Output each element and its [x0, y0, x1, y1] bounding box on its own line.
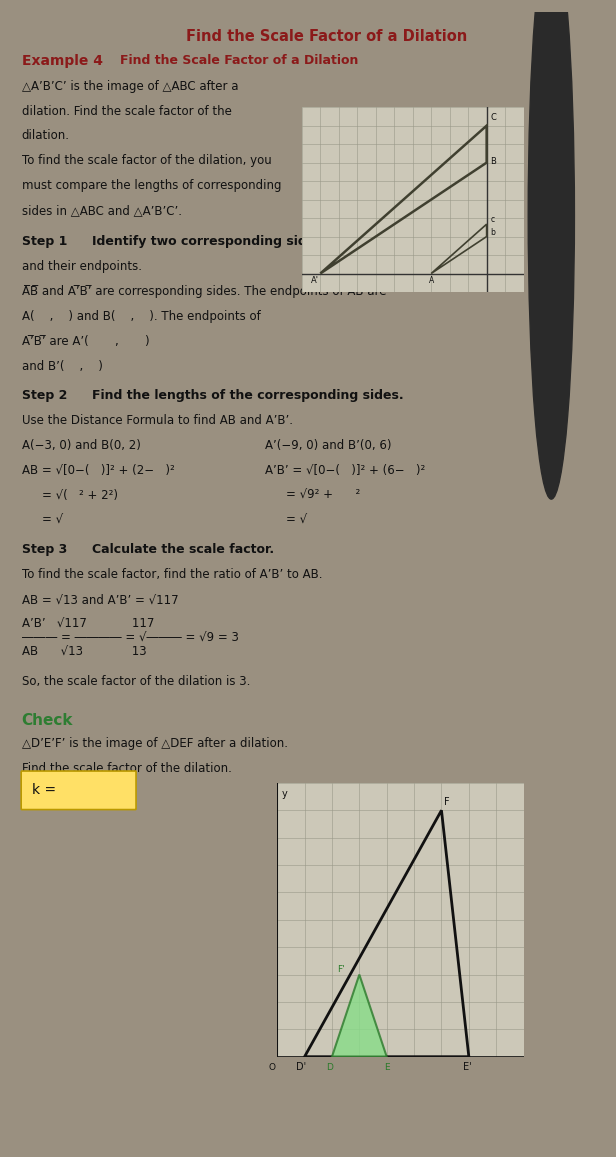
Text: Find the lengths of the corresponding sides.: Find the lengths of the corresponding si… [92, 389, 403, 403]
Text: Identify two corresponding sides: Identify two corresponding sides [92, 235, 322, 248]
Text: Find the Scale Factor of a Dilation: Find the Scale Factor of a Dilation [187, 29, 468, 44]
Text: E: E [384, 1063, 389, 1073]
Text: Step 3: Step 3 [22, 544, 67, 557]
Text: To find the scale factor of the dilation, you: To find the scale factor of the dilation… [22, 154, 272, 168]
Text: = √9² +      ²: = √9² + ² [286, 489, 360, 502]
Text: △D’E’F’ is the image of △DEF after a dilation.: △D’E’F’ is the image of △DEF after a dil… [22, 737, 288, 751]
Text: AB = √13 and A’B’ = √117: AB = √13 and A’B’ = √117 [22, 594, 178, 606]
Polygon shape [332, 974, 387, 1056]
Text: A(    ,    ) and B(    ,    ). The endpoints of: A( , ) and B( , ). The endpoints of [22, 310, 261, 323]
Text: AB      √13             13: AB √13 13 [22, 646, 147, 658]
Text: AB = √[0−(   )]² + (2−   )²: AB = √[0−( )]² + (2− )² [22, 464, 174, 477]
Text: must compare the lengths of corresponding: must compare the lengths of correspondin… [22, 179, 281, 192]
Circle shape [529, 0, 575, 499]
Text: Step 1: Step 1 [22, 235, 67, 248]
Text: D': D' [296, 1062, 307, 1073]
Text: and their endpoints.: and their endpoints. [22, 260, 142, 273]
Text: D: D [326, 1063, 333, 1073]
Text: Check: Check [22, 713, 73, 728]
Text: Calculate the scale factor.: Calculate the scale factor. [92, 544, 274, 557]
Text: b: b [490, 228, 495, 236]
Text: Example 4: Example 4 [22, 53, 103, 67]
Text: A: A [429, 275, 435, 285]
Text: and B’(    ,    ): and B’( , ) [22, 360, 102, 373]
Text: A’B’   √117            117: A’B’ √117 117 [22, 618, 154, 632]
Text: A’(−9, 0) and B’(0, 6): A’(−9, 0) and B’(0, 6) [265, 439, 391, 452]
Text: y: y [282, 789, 287, 798]
Text: = √: = √ [43, 514, 63, 526]
Text: c: c [490, 214, 495, 223]
Text: sides in △ABC and △A’B’C’.: sides in △ABC and △A’B’C’. [22, 205, 182, 218]
Text: dilation.: dilation. [22, 130, 70, 142]
Text: E': E' [463, 1062, 472, 1073]
Text: Find the Scale Factor of a Dilation: Find the Scale Factor of a Dilation [120, 53, 359, 66]
Text: F: F [444, 797, 450, 806]
Text: So, the scale factor of the dilation is 3.: So, the scale factor of the dilation is … [22, 675, 250, 688]
Text: ――― = ―――― = √――― = √9 = 3: ――― = ―――― = √――― = √9 = 3 [22, 632, 238, 644]
Text: A': A' [311, 275, 319, 285]
Text: O: O [269, 1063, 276, 1073]
Text: Step 2: Step 2 [22, 389, 67, 403]
Text: A’̅B’̅ are A’(       ,       ): A’̅B’̅ are A’( , ) [22, 334, 149, 348]
Text: C: C [490, 113, 496, 121]
Text: △A’B’C’ is the image of △ABC after a: △A’B’C’ is the image of △ABC after a [22, 80, 238, 93]
Text: Find the scale factor of the dilation.: Find the scale factor of the dilation. [22, 762, 232, 775]
Text: = √: = √ [286, 514, 307, 526]
Text: k =: k = [32, 783, 60, 797]
FancyBboxPatch shape [21, 771, 136, 810]
Text: To find the scale factor, find the ratio of A’B’ to AB.: To find the scale factor, find the ratio… [22, 568, 322, 581]
Text: A̅B̅ and A’̅B’̅ are corresponding sides. The endpoints of A̅B̅ are: A̅B̅ and A’̅B’̅ are corresponding sides.… [22, 285, 386, 297]
Text: A(−3, 0) and B(0, 2): A(−3, 0) and B(0, 2) [22, 439, 140, 452]
Text: F': F' [338, 965, 345, 974]
Text: B: B [490, 157, 496, 167]
Text: A’B’ = √[0−(   )]² + (6−   )²: A’B’ = √[0−( )]² + (6− )² [265, 464, 425, 477]
Text: = √(   ² + 2²): = √( ² + 2²) [43, 489, 118, 502]
Text: dilation. Find the scale factor of the: dilation. Find the scale factor of the [22, 104, 232, 118]
Text: Use the Distance Formula to find AB and A’B’.: Use the Distance Formula to find AB and … [22, 414, 293, 427]
